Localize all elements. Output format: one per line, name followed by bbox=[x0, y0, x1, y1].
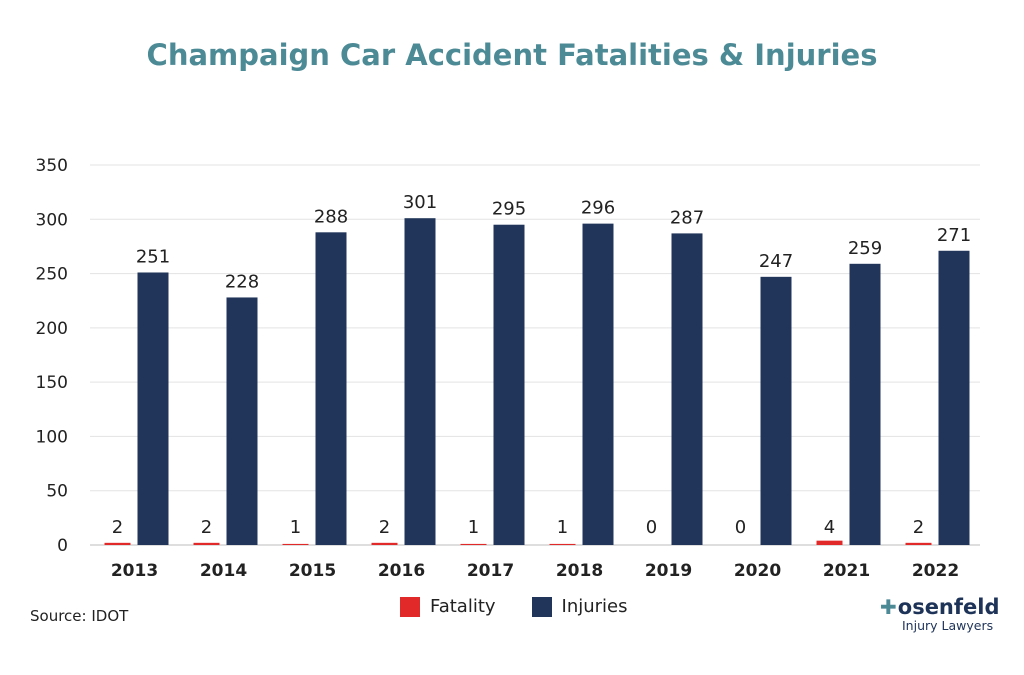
bar-injuries bbox=[938, 250, 970, 545]
data-label-fatality: 0 bbox=[735, 517, 746, 538]
legend: Fatality Injuries bbox=[400, 596, 652, 617]
plus-icon: ✚ bbox=[880, 595, 897, 619]
bar-fatality bbox=[371, 542, 398, 545]
data-label-injuries: 295 bbox=[492, 199, 526, 220]
x-tick-label: 2019 bbox=[645, 561, 692, 581]
data-label-fatality: 2 bbox=[112, 517, 123, 538]
data-label-fatality: 4 bbox=[824, 517, 835, 538]
y-tick-label: 300 bbox=[36, 210, 68, 230]
bar-fatality bbox=[282, 543, 309, 545]
logo-brand-text: osenfeld bbox=[897, 595, 1000, 619]
x-tick-label: 2016 bbox=[378, 561, 425, 581]
bar-fatality bbox=[816, 540, 843, 545]
bar-injuries bbox=[315, 232, 347, 546]
legend-swatch-injuries bbox=[531, 596, 552, 617]
y-tick-label: 100 bbox=[36, 427, 68, 447]
data-label-fatality: 2 bbox=[201, 517, 212, 538]
source-note: Source: IDOT bbox=[30, 607, 129, 625]
data-label-injuries: 259 bbox=[848, 238, 882, 259]
x-tick-label: 2020 bbox=[734, 561, 781, 581]
bar-injuries bbox=[493, 224, 525, 545]
data-label-injuries: 288 bbox=[314, 206, 348, 227]
x-tick-label: 2022 bbox=[912, 561, 959, 581]
x-tick-label: 2018 bbox=[556, 561, 603, 581]
bar-fatality bbox=[905, 542, 932, 545]
bars bbox=[104, 218, 970, 546]
data-label-injuries: 271 bbox=[937, 225, 971, 246]
bar-fatality bbox=[104, 542, 131, 545]
logo: ✚ osenfeld Injury Lawyers bbox=[880, 596, 1000, 634]
bar-injuries bbox=[671, 233, 703, 545]
data-label-injuries: 247 bbox=[759, 251, 793, 272]
y-tick-label: 150 bbox=[36, 373, 68, 393]
x-tick-label: 2014 bbox=[200, 561, 247, 581]
data-label-injuries: 301 bbox=[403, 192, 437, 213]
logo-subtitle: Injury Lawyers bbox=[902, 618, 994, 633]
data-label-fatality: 1 bbox=[557, 517, 568, 538]
data-label-fatality: 2 bbox=[913, 517, 924, 538]
x-axis-ticks: 2013 2014 2015 2016 2017 2018 2019 2020 2021 2022 bbox=[111, 561, 959, 581]
bar-injuries bbox=[849, 263, 881, 545]
x-tick-label: 2017 bbox=[467, 561, 514, 581]
y-tick-label: 50 bbox=[46, 482, 68, 502]
data-label-injuries: 287 bbox=[670, 207, 704, 228]
x-tick-label: 2021 bbox=[823, 561, 870, 581]
y-tick-label: 250 bbox=[36, 265, 68, 285]
bar-injuries bbox=[760, 276, 792, 545]
legend-label-injuries: Injuries bbox=[561, 596, 628, 617]
bar-fatality bbox=[549, 543, 576, 545]
data-label-injuries: 228 bbox=[225, 271, 259, 292]
legend-swatch-fatality bbox=[400, 596, 420, 617]
bar-injuries bbox=[582, 223, 614, 545]
grid-lines bbox=[90, 164, 980, 546]
bar-injuries bbox=[404, 218, 436, 545]
logo-brand: ✚ osenfeld bbox=[880, 596, 1000, 618]
y-tick-label: 350 bbox=[36, 156, 68, 176]
data-label-fatality: 0 bbox=[646, 517, 657, 538]
x-tick-label: 2015 bbox=[289, 561, 336, 581]
data-label-fatality: 2 bbox=[379, 517, 390, 538]
legend-item-fatality: Fatality bbox=[400, 596, 496, 617]
y-tick-label: 0 bbox=[57, 536, 68, 556]
y-tick-label: 200 bbox=[36, 319, 68, 339]
chart-title: Champaign Car Accident Fatalities & Inju… bbox=[146, 38, 878, 72]
bar-fatality bbox=[193, 542, 220, 545]
data-label-injuries: 251 bbox=[136, 246, 170, 267]
bar-fatality bbox=[460, 543, 487, 545]
data-label-fatality: 1 bbox=[468, 517, 479, 538]
data-labels: 2 251 2 228 1 288 2 301 1 295 1 296 0 287 0 247 4 259 2 271 bbox=[112, 192, 971, 538]
y-axis-ticks: 0 50 100 150 200 250 300 350 bbox=[36, 156, 68, 556]
data-label-fatality: 1 bbox=[290, 517, 301, 538]
legend-item-injuries: Injuries bbox=[531, 596, 628, 617]
x-tick-label: 2013 bbox=[111, 561, 158, 581]
data-label-injuries: 296 bbox=[581, 198, 615, 219]
bar-injuries bbox=[137, 272, 169, 545]
bar-injuries bbox=[226, 297, 258, 545]
legend-label-fatality: Fatality bbox=[430, 596, 496, 617]
